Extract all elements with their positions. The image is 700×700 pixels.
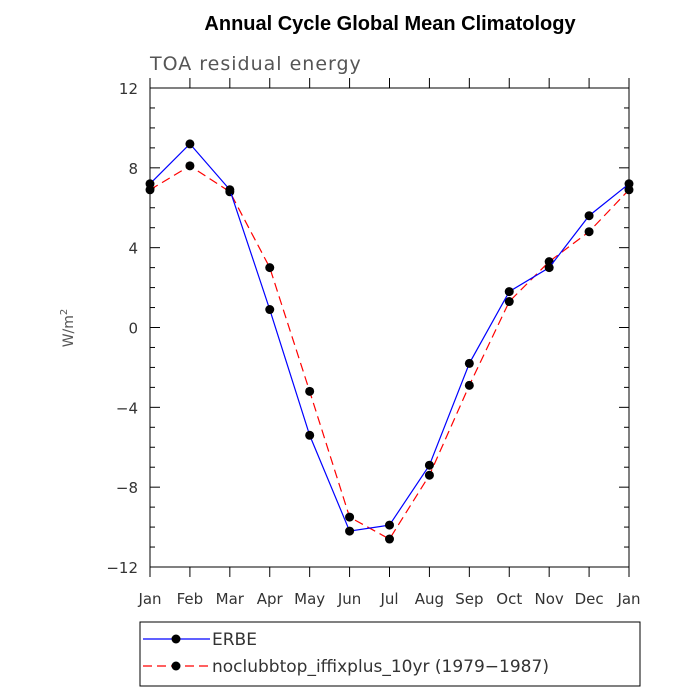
data-point [345,512,355,522]
data-point [464,358,474,368]
data-point [624,179,634,189]
series-1 [145,161,634,544]
y-axis: 12 8 4 0 −4 −8 −12 [106,80,629,577]
data-point [385,520,394,530]
y-tick-label: −12 [106,559,138,577]
data-point [185,161,195,171]
data-point [225,185,235,195]
y-tick-label: −4 [116,399,138,417]
y-axis-label-text: W/m [61,315,77,347]
data-point [265,263,275,273]
x-tick-label: Sep [455,590,483,608]
chart-subtitle: TOA residual energy [149,53,362,75]
data-point [265,305,275,315]
plot-border [149,87,630,568]
data-point [424,460,434,470]
x-tick-label: Dec [575,590,604,608]
legend-marker [171,634,181,644]
data-point [424,470,434,480]
x-tick-label: Jun [337,590,361,608]
x-tick-label: May [294,590,325,608]
data-point [145,179,155,189]
legend: ERBE noclubbtop_iffixplus_10yr (1979−1987… [139,621,641,687]
chart-title: Annual Cycle Global Mean Climatology [204,13,576,35]
series-layer [145,139,634,544]
x-tick-label: Feb [177,590,204,608]
data-point [504,297,514,307]
x-tick-label: Apr [257,590,284,608]
data-point [464,380,474,390]
series-0 [145,139,634,536]
x-tick-label: Nov [535,590,564,608]
x-tick-label: Mar [216,590,245,608]
data-point [584,227,594,237]
legend-label: ERBE [212,630,257,650]
x-tick-label: Jul [379,590,398,608]
plot-frame [149,87,630,568]
x-tick-label: Jan [137,590,161,608]
data-point [584,211,594,221]
y-tick-label: −8 [116,479,138,497]
legend-label: noclubbtop_iffixplus_10yr (1979−1987) [212,657,549,677]
y-tick-label: 8 [128,160,138,178]
y-tick-label: 12 [119,80,138,98]
legend-box [139,621,641,687]
data-point [385,534,394,544]
data-point [504,287,514,297]
x-tick-label: Jan [616,590,640,608]
data-point [305,430,315,440]
y-axis-label-superscript: 2 [59,309,70,315]
series-line [149,165,630,540]
series-line [149,143,630,532]
legend-marker [171,661,181,671]
data-point [305,386,315,396]
x-axis: Jan Feb Mar Apr May Jun Jul Aug Sep Oct Nov Dec Jan [137,78,641,608]
data-point [544,263,554,273]
y-axis-label: W/m2 [59,309,77,348]
data-point [345,526,355,536]
y-tick-label: 4 [128,240,138,258]
data-point [185,139,195,149]
y-tick-label: 0 [128,320,138,338]
x-tick-label: Oct [496,590,522,608]
x-tick-label: Aug [415,590,444,608]
